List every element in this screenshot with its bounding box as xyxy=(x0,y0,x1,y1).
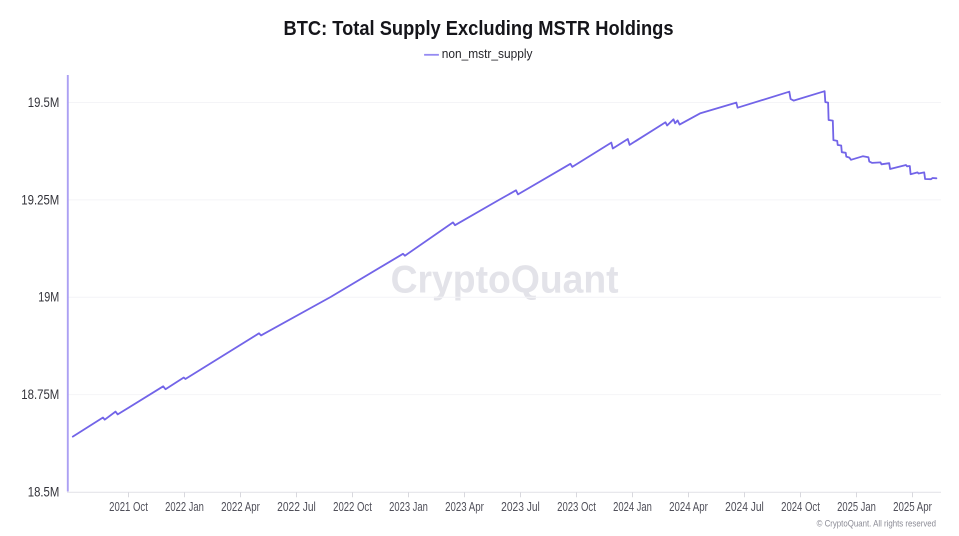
svg-text:18.5M: 18.5M xyxy=(28,485,60,500)
svg-text:2025 Jan: 2025 Jan xyxy=(837,499,876,514)
svg-text:non_mstr_supply: non_mstr_supply xyxy=(442,47,534,61)
svg-text:2024 Oct: 2024 Oct xyxy=(781,499,820,514)
svg-text:2025 Apr: 2025 Apr xyxy=(893,499,932,514)
svg-text:2024 Jan: 2024 Jan xyxy=(613,499,652,514)
svg-text:2023 Jul: 2023 Jul xyxy=(501,499,540,514)
svg-text:2024 Jul: 2024 Jul xyxy=(725,499,764,514)
svg-text:2023 Jan: 2023 Jan xyxy=(389,499,428,514)
svg-text:2023 Apr: 2023 Apr xyxy=(445,499,484,514)
svg-text:2023 Oct: 2023 Oct xyxy=(557,499,596,514)
svg-text:2022 Jul: 2022 Jul xyxy=(277,499,316,514)
svg-text:2024 Apr: 2024 Apr xyxy=(669,499,708,514)
svg-text:2021 Oct: 2021 Oct xyxy=(109,499,148,514)
svg-text:2022 Jan: 2022 Jan xyxy=(165,499,204,514)
svg-text:BTC: Total Supply Excluding MS: BTC: Total Supply Excluding MSTR Holding… xyxy=(284,17,674,40)
svg-text:© CryptoQuant. All rights rese: © CryptoQuant. All rights reserved xyxy=(817,519,936,530)
svg-text:19.25M: 19.25M xyxy=(21,192,59,207)
svg-text:2022 Oct: 2022 Oct xyxy=(333,499,372,514)
svg-text:18.75M: 18.75M xyxy=(21,387,59,402)
svg-text:19M: 19M xyxy=(38,290,59,305)
svg-text:2022 Apr: 2022 Apr xyxy=(221,499,260,514)
svg-text:CryptoQuant: CryptoQuant xyxy=(391,259,619,302)
svg-text:19.5M: 19.5M xyxy=(28,95,60,110)
